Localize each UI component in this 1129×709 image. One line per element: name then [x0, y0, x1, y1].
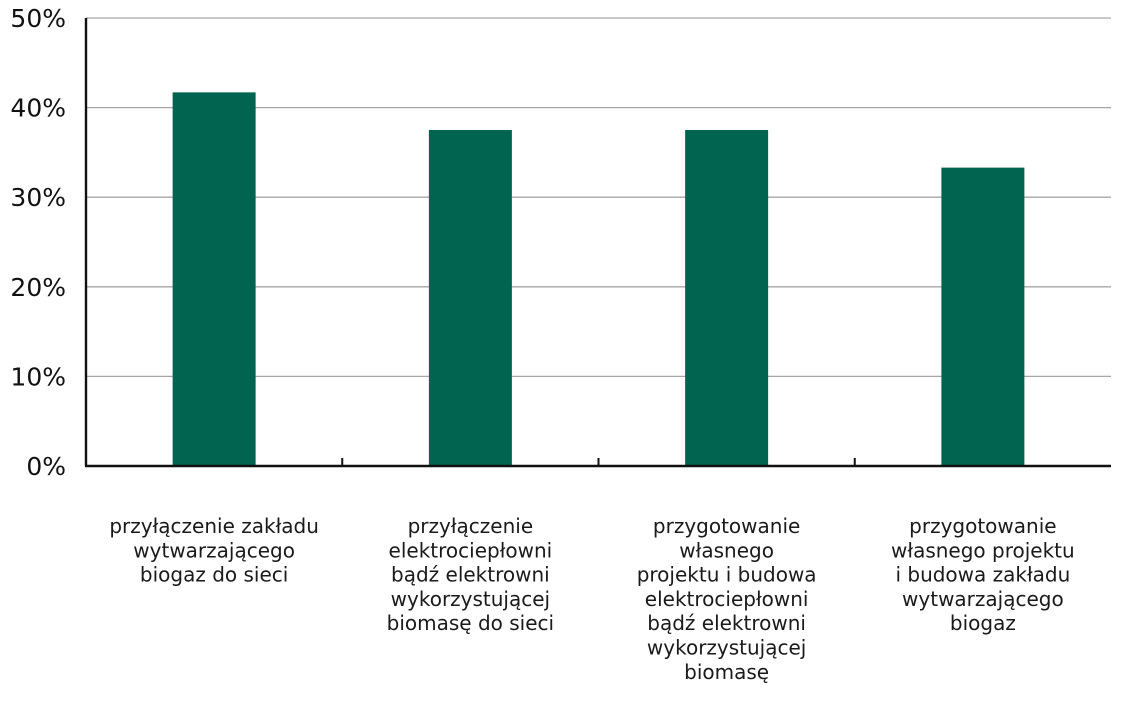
- x-category-label-line: projektu i budowa: [637, 563, 817, 587]
- x-category-label-line: przyłączenie: [408, 514, 534, 538]
- x-category-label-line: i budowa zakładu: [895, 563, 1070, 587]
- y-tick-labels: 0% 10% 20% 30% 40% 50%: [10, 4, 66, 481]
- x-category-label: przygotowanie własnego projektu i budowa el…: [637, 514, 817, 684]
- x-category-labels: przyłączenie zakładu wytwarzającego biogaz…: [109, 514, 1074, 684]
- x-category-label-line: przyłączenie zakładu: [109, 514, 319, 538]
- gridlines: [86, 17, 1111, 378]
- x-category-label-line: biomasę do sieci: [387, 611, 554, 635]
- bar: [172, 92, 256, 467]
- y-tick-label: 40%: [10, 94, 66, 123]
- x-category-label-line: elektrociepłowni: [645, 587, 809, 611]
- x-category-label-line: wytwarzającego: [902, 587, 1064, 611]
- y-tick-label: 10%: [10, 362, 66, 391]
- bar: [941, 167, 1025, 466]
- x-category-label-line: przygotowanie: [909, 514, 1056, 538]
- x-category-label-line: przygotowanie: [653, 514, 800, 538]
- y-tick-label: 20%: [10, 273, 66, 302]
- x-category-label-line: bądź elektrowni: [647, 611, 806, 635]
- y-tick-label: 0%: [26, 452, 66, 481]
- x-category-label: przygotowanie własnego projektu i budowa z…: [891, 514, 1075, 635]
- y-tick-label: 30%: [10, 183, 66, 212]
- x-category-label-line: własnego: [679, 538, 774, 562]
- x-category-label: przyłączenie elektrociepłowni bądź elektro…: [387, 514, 554, 635]
- y-tick-label: 50%: [10, 4, 66, 33]
- x-category-label-line: biogaz do sieci: [140, 563, 288, 587]
- x-category-label: przyłączenie zakładu wytwarzającego biogaz…: [109, 514, 319, 587]
- bar: [428, 130, 512, 466]
- axes: [84, 18, 1111, 468]
- x-category-label-line: własnego projektu: [891, 538, 1075, 562]
- x-category-label-line: biomasę: [684, 660, 769, 684]
- x-category-label-line: bądź elektrowni: [391, 563, 550, 587]
- x-category-label-line: biogaz: [950, 611, 1016, 635]
- x-category-label-line: elektrociepłowni: [389, 538, 553, 562]
- x-category-label-line: wykorzystującej: [647, 636, 806, 660]
- bars: [172, 92, 1025, 467]
- x-category-label-line: wykorzystującej: [391, 587, 550, 611]
- bar: [685, 130, 769, 466]
- x-category-label-line: wytwarzającego: [133, 538, 295, 562]
